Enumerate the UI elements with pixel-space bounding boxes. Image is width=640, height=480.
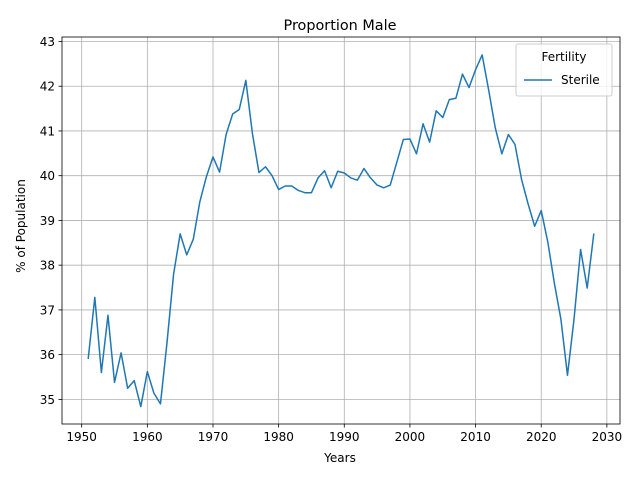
plot-area-frame bbox=[61, 36, 621, 425]
tick-marks bbox=[58, 41, 608, 428]
x-axis-title: Years bbox=[323, 451, 356, 465]
x-tick-label: 1990 bbox=[329, 430, 360, 444]
y-tick-label: 36 bbox=[40, 348, 55, 362]
series-layer bbox=[87, 54, 595, 408]
y-axis-title: % of Population bbox=[14, 179, 28, 273]
x-tick-label: 1970 bbox=[198, 430, 229, 444]
y-tick-labels: 35 36 37 38 39 40 41 42 43 bbox=[40, 35, 55, 407]
x-tick-label: 2000 bbox=[395, 430, 426, 444]
y-tick-label: 38 bbox=[40, 259, 55, 273]
legend-title: Fertility bbox=[541, 50, 586, 64]
y-tick-label: 40 bbox=[40, 169, 55, 183]
legend-label-sterile: Sterile bbox=[561, 73, 600, 87]
x-tick-label: 2020 bbox=[526, 430, 557, 444]
x-tick-label: 1980 bbox=[263, 430, 294, 444]
y-tick-label: 35 bbox=[40, 393, 55, 407]
grid bbox=[62, 37, 620, 424]
x-tick-labels: 1950 1960 1970 1980 1990 2000 2010 2020 2030 bbox=[66, 430, 622, 444]
x-tick-label: 2010 bbox=[460, 430, 491, 444]
x-tick-label: 2030 bbox=[592, 430, 623, 444]
y-tick-label: 37 bbox=[40, 303, 55, 317]
y-tick-label: 43 bbox=[40, 35, 55, 49]
x-tick-label: 1960 bbox=[132, 430, 163, 444]
y-tick-label: 41 bbox=[40, 124, 55, 138]
legend: Fertility Sterile bbox=[515, 43, 613, 97]
chart-title: Proportion Male bbox=[284, 18, 397, 34]
x-tick-label: 1950 bbox=[66, 430, 97, 444]
y-tick-label: 39 bbox=[40, 214, 55, 228]
y-tick-label: 42 bbox=[40, 80, 55, 94]
legend-box bbox=[515, 43, 613, 97]
series-line-sterile bbox=[87, 54, 595, 408]
